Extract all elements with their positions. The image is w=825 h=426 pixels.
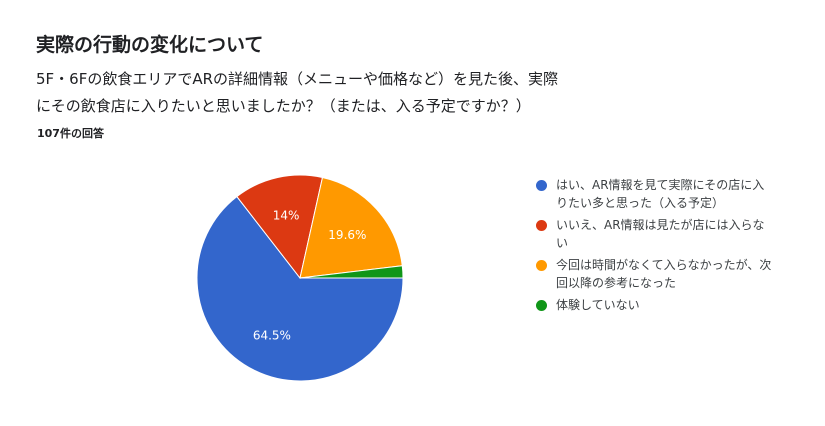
legend-label-yes-line2: りたい多と思った（入る予定）: [556, 196, 725, 210]
legend-swatch-not-experienced: [536, 300, 547, 311]
slice-label-no: 14%: [273, 209, 300, 223]
pie-slice-yes[interactable]: [196, 195, 404, 382]
legend-label-no-line1: いいえ、AR情報は見たが店には入らな: [556, 218, 765, 232]
pie-slice-next-time[interactable]: [299, 176, 403, 279]
question-line-2: にその飲食店に入りたいと思いましたか？（または、入る予定ですか？）: [36, 97, 531, 115]
legend-label-yes-line1: はい、AR情報を見て実際にその店に入: [556, 178, 765, 192]
legend-item-not-experienced[interactable]: 体験していない: [536, 296, 806, 314]
legend-label-next-time-line2: 回以降の参考になった: [556, 276, 677, 290]
pie-chart: 64.5% 14% 19.6%: [196, 174, 404, 382]
slice-label-next-time: 19.6%: [328, 228, 366, 242]
pie-slice-no[interactable]: [236, 174, 324, 280]
pie-slice-not-experienced[interactable]: [299, 265, 404, 279]
legend-item-no[interactable]: いいえ、AR情報は見たが店には入らな い: [536, 216, 806, 252]
legend-swatch-no: [536, 220, 547, 231]
legend-item-yes[interactable]: はい、AR情報を見て実際にその店に入 りたい多と思った（入る予定）: [536, 176, 806, 212]
question-line-1: 5F・6Fの飲食エリアでARの詳細情報（メニューや価格など）を見た後、実際: [36, 70, 559, 88]
legend-label-next-time-line1: 今回は時間がなくて入らなかったが、次: [556, 258, 772, 272]
chart-title: 実際の行動の変化について: [36, 34, 264, 56]
legend-label-no-line2: い: [556, 236, 569, 250]
legend-label-not-experienced-line1: 体験していない: [556, 298, 640, 312]
legend: はい、AR情報を見て実際にその店に入 りたい多と思った（入る予定） いいえ、AR…: [536, 176, 806, 318]
legend-item-next-time[interactable]: 今回は時間がなくて入らなかったが、次 回以降の参考になった: [536, 256, 806, 292]
response-count: 107件の回答: [37, 127, 104, 140]
legend-swatch-yes: [536, 180, 547, 191]
slice-label-yes: 64.5%: [253, 328, 291, 342]
legend-swatch-next-time: [536, 260, 547, 271]
question-text: 5F・6Fの飲食エリアでARの詳細情報（メニューや価格など）を見た後、実際 にそ…: [36, 66, 696, 120]
